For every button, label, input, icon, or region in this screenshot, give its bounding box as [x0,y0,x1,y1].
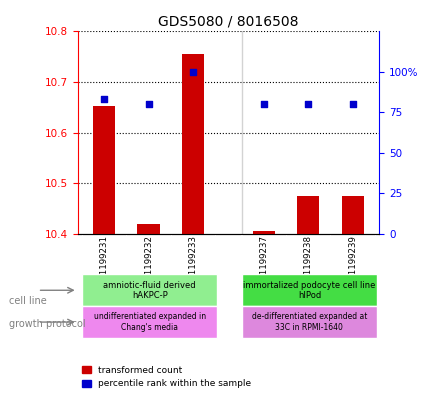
Text: amniotic-fluid derived
hAKPC-P: amniotic-fluid derived hAKPC-P [103,281,196,300]
Text: GSM1199231: GSM1199231 [99,235,108,293]
Text: GSM1199238: GSM1199238 [303,235,312,293]
Bar [82,274,217,306]
Bar [297,196,319,234]
Point [101,96,108,103]
Title: GDS5080 / 8016508: GDS5080 / 8016508 [158,15,298,29]
Text: undifferentiated expanded in
Chang's media: undifferentiated expanded in Chang's med… [93,312,205,332]
Point [260,101,267,107]
Point [189,69,196,75]
Point [348,101,355,107]
Bar [341,196,363,234]
Text: cell line: cell line [9,296,46,306]
Bar [82,306,217,338]
Bar [181,54,203,234]
Text: de-differentiated expanded at
33C in RPMI-1640: de-differentiated expanded at 33C in RPM… [251,312,366,332]
Text: immortalized podocyte cell line
hIPod: immortalized podocyte cell line hIPod [243,281,375,300]
Text: GSM1199233: GSM1199233 [188,235,197,293]
Legend: transformed count, percentile rank within the sample: transformed count, percentile rank withi… [82,366,251,389]
Bar [241,306,376,338]
Point [304,101,311,107]
Point [145,101,152,107]
Bar [93,106,115,234]
Bar [252,231,274,234]
Text: GSM1199232: GSM1199232 [144,235,153,293]
Bar [241,274,376,306]
Bar [137,224,159,234]
Text: growth protocol: growth protocol [9,319,85,329]
Text: GSM1199237: GSM1199237 [259,235,268,293]
Text: GSM1199239: GSM1199239 [347,235,356,293]
